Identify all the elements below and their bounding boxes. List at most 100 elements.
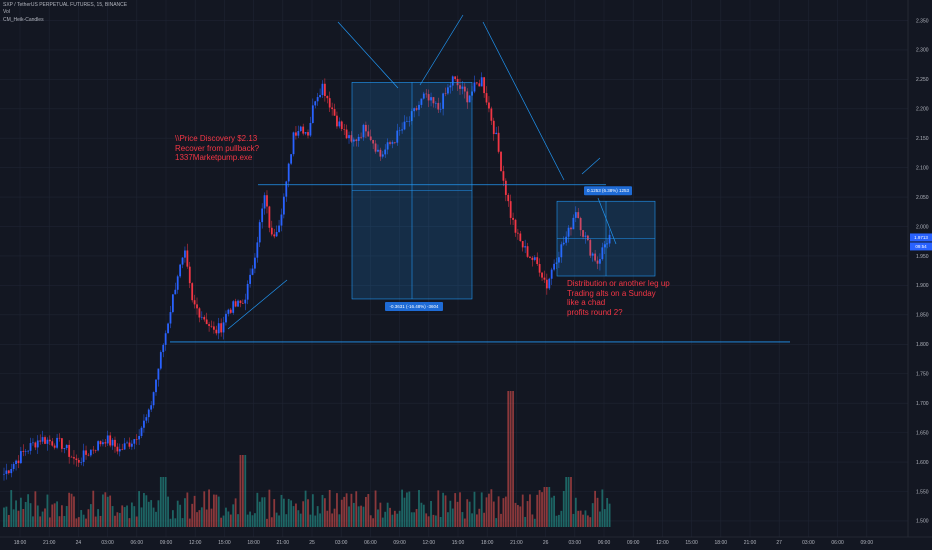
- candle-body: [545, 279, 548, 289]
- candle-body: [7, 470, 10, 474]
- volume-bar: [118, 512, 121, 527]
- candle-body: [606, 243, 609, 245]
- candle-body: [302, 126, 305, 134]
- candle-body: [179, 264, 182, 277]
- volume-bar: [480, 492, 483, 527]
- candle-body: [162, 344, 165, 353]
- volume-bar: [200, 507, 203, 527]
- volume-bar: [114, 515, 116, 527]
- volume-bar: [413, 512, 416, 527]
- trend-line[interactable]: [337, 21, 399, 89]
- candle-body: [389, 142, 391, 144]
- annotation-distribution[interactable]: Distribution or another leg up Trading a…: [567, 279, 670, 317]
- volume-bar: [579, 510, 582, 527]
- annotation-price-discovery[interactable]: \\Price Discovery $2.13 Recover from pul…: [175, 134, 260, 162]
- volume-bar: [232, 504, 235, 527]
- volume-bar: [466, 499, 469, 527]
- candle-body: [56, 437, 58, 448]
- candle-body: [123, 443, 126, 450]
- volume-bar: [391, 514, 394, 527]
- candle-body: [398, 130, 401, 132]
- volume-bar: [282, 498, 285, 527]
- trend-line[interactable]: [227, 279, 288, 330]
- candle-body: [287, 163, 290, 182]
- volume-bar: [237, 514, 239, 527]
- candle-body: [114, 439, 116, 447]
- volume-bar: [401, 489, 403, 527]
- candle-body: [275, 231, 278, 237]
- volume-bar: [24, 501, 27, 527]
- volume-bar: [529, 494, 531, 527]
- volume-bar: [215, 494, 218, 527]
- x-tick-label: 12:00: [423, 540, 436, 546]
- volume-bar: [210, 508, 213, 527]
- candle-body: [500, 151, 502, 172]
- candle-body: [492, 120, 495, 135]
- volume-bar: [560, 510, 563, 527]
- volume-bar: [258, 501, 261, 527]
- volume-bar: [65, 506, 68, 527]
- volume-bar: [538, 490, 541, 527]
- volume-bar: [514, 502, 517, 527]
- candle-body: [401, 129, 403, 131]
- volume-bar: [227, 511, 230, 527]
- volume-bar: [314, 515, 317, 527]
- volume-bar: [321, 494, 324, 527]
- candle-body: [439, 108, 442, 110]
- candle-body: [555, 262, 558, 264]
- volume-bar: [193, 495, 196, 527]
- volume-bar: [130, 502, 133, 527]
- y-tick-label: 1.900: [916, 283, 929, 289]
- candle-body: [304, 132, 307, 134]
- candle-body: [184, 250, 186, 258]
- candle-body: [454, 76, 457, 79]
- candle-body: [345, 129, 348, 139]
- volume-bar: [266, 518, 268, 527]
- candle-body: [599, 259, 601, 264]
- volume-bar: [106, 496, 109, 527]
- volume-bar: [594, 490, 597, 527]
- volume-bar: [152, 507, 155, 527]
- volume-bar: [475, 514, 478, 527]
- trend-line[interactable]: [581, 157, 601, 175]
- trend-line[interactable]: [419, 14, 464, 86]
- candle-body: [46, 439, 49, 444]
- volume-bar: [162, 477, 165, 527]
- heikin-indicator-label[interactable]: CM_Heik-Candles: [3, 16, 44, 23]
- candle-body: [314, 101, 317, 106]
- volume-bar: [507, 391, 510, 527]
- volume-bar: [48, 517, 51, 527]
- trend-line[interactable]: [597, 197, 617, 245]
- candle-body: [570, 227, 572, 230]
- candle-body: [608, 234, 611, 244]
- volume-bar: [512, 391, 514, 527]
- candle-body: [263, 195, 266, 209]
- volume-bar: [357, 506, 360, 527]
- volume-bar: [422, 504, 425, 527]
- candle-body: [164, 333, 167, 345]
- volume-bar: [430, 500, 432, 527]
- candle-body: [408, 121, 411, 122]
- candle-body: [225, 313, 227, 323]
- candle-body: [41, 437, 44, 442]
- volume-indicator-label[interactable]: Vol: [3, 9, 10, 16]
- volume-bar: [290, 500, 293, 527]
- candle-body: [352, 139, 355, 142]
- volume-bar: [456, 501, 459, 527]
- candle-body: [111, 439, 114, 446]
- volume-bar: [36, 505, 39, 527]
- volume-bar: [326, 510, 329, 527]
- volume-bar: [123, 507, 126, 527]
- candle-body: [278, 225, 280, 232]
- x-tick-label: 06:00: [598, 540, 611, 546]
- candle-body: [36, 440, 39, 448]
- x-tick-label: 03:00: [101, 540, 114, 546]
- candle-body: [266, 195, 268, 207]
- volume-bar: [608, 503, 611, 527]
- candle-body: [319, 95, 321, 98]
- candle-body: [316, 97, 319, 102]
- volume-bar: [386, 502, 389, 527]
- trend-line[interactable]: [482, 21, 565, 181]
- volume-bar: [169, 518, 172, 527]
